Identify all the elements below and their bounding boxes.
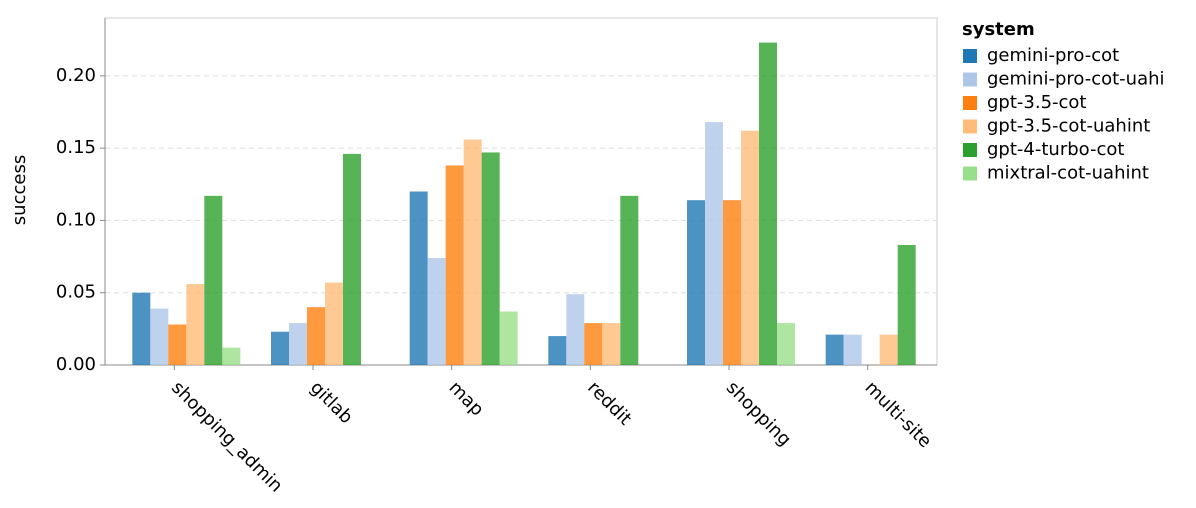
x-tick-label: map <box>445 377 488 420</box>
plot-frame <box>104 17 938 366</box>
bar <box>879 334 898 365</box>
bar <box>222 347 241 365</box>
bar <box>602 323 621 365</box>
bar <box>409 191 428 365</box>
bar <box>186 284 205 365</box>
bar <box>132 292 151 365</box>
bar <box>445 165 464 365</box>
legend-label: gemini-pro-cot <box>987 45 1119 66</box>
bar <box>723 200 741 365</box>
bar <box>897 244 916 365</box>
legend-swatch <box>963 96 977 110</box>
bar <box>566 294 585 365</box>
x-tick-label: gitlab <box>306 377 357 428</box>
legend-swatch <box>963 119 977 134</box>
bar <box>271 331 289 365</box>
bar <box>481 152 500 365</box>
bar <box>584 323 603 365</box>
x-tick-label: reddit <box>583 377 635 429</box>
x-tick-label: shopping_admin <box>167 377 286 496</box>
bar <box>620 195 639 365</box>
y-tick-label: 0.10 <box>56 209 96 230</box>
x-tick-label: multi-site <box>861 377 936 452</box>
y-tick-label: 0.05 <box>56 282 96 303</box>
bar <box>705 122 723 365</box>
bar <box>548 336 567 365</box>
legend-label: gpt-3.5-cot <box>987 92 1087 113</box>
bar <box>343 153 361 365</box>
legend-swatch <box>963 49 977 63</box>
bar <box>289 323 307 365</box>
legend-title: system <box>962 19 1035 40</box>
bar <box>168 324 187 365</box>
legend-swatch <box>963 166 977 181</box>
bar <box>499 311 518 365</box>
bar <box>204 195 223 365</box>
legend-label: mixtral-cot-uahint <box>987 163 1149 184</box>
bar <box>843 334 862 365</box>
y-tick-label: 0.00 <box>56 354 96 375</box>
legend-label: gpt-4-turbo-cot <box>987 139 1124 160</box>
bar <box>825 334 844 365</box>
legend-swatch <box>963 72 977 87</box>
bar <box>741 130 759 365</box>
y-tick-label: 0.15 <box>56 137 96 158</box>
bar <box>777 323 795 365</box>
y-tick-label: 0.20 <box>56 65 96 86</box>
bar <box>427 258 446 365</box>
legend-label: gpt-3.5-cot-uahint <box>987 116 1150 137</box>
x-tick-label: shopping <box>722 377 795 450</box>
legend-swatch <box>963 143 977 157</box>
bar <box>325 282 343 365</box>
bar <box>150 308 169 365</box>
legend-label: gemini-pro-cot-uahi <box>987 69 1165 90</box>
bar <box>463 139 482 365</box>
bar <box>687 200 705 365</box>
bar <box>759 42 777 366</box>
bar <box>307 307 325 365</box>
y-axis-title: success <box>9 155 30 225</box>
